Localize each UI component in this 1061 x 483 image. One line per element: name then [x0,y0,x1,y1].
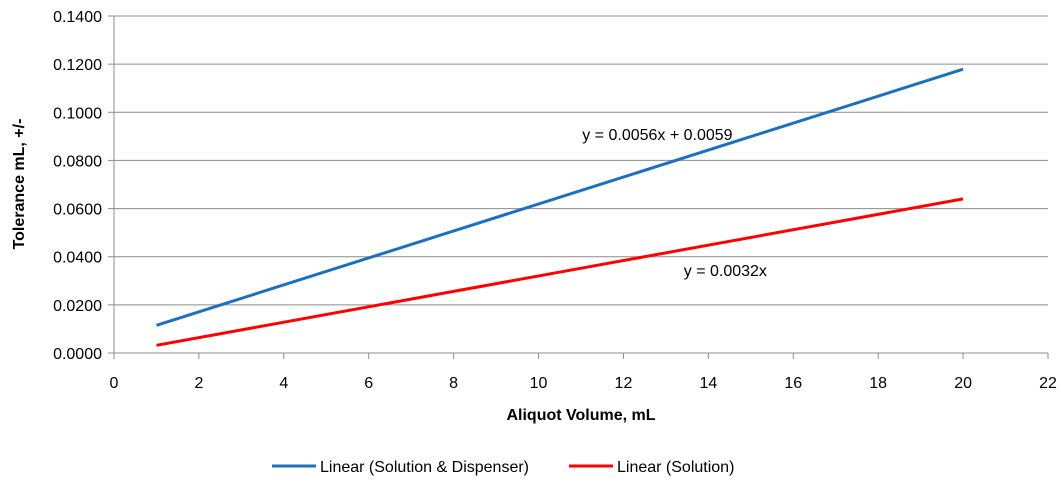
x-tick-label: 4 [279,375,288,392]
legend: Linear (Solution & Dispenser) Linear (Sol… [272,459,734,476]
legend-label-2: Linear (Solution) [617,459,734,476]
legend-label-1: Linear (Solution & Dispenser) [320,459,529,476]
x-tick-label: 22 [1039,375,1057,392]
trendline-equation-2: y = 0.0032x [684,263,767,280]
y-axis-title: Tolerance mL, +/- [11,119,28,250]
y-tick-label: 0.0200 [53,298,102,315]
x-tick-label: 20 [954,375,972,392]
x-tick-label: 10 [530,375,548,392]
x-tick-label: 16 [784,375,802,392]
y-tick-label: 0.0600 [53,202,102,219]
annotation-layer: y = 0.0056x + 0.0059 y = 0.0032x [582,127,767,280]
x-tick-label: 12 [615,375,633,392]
y-tick-label: 0.0000 [53,346,102,363]
x-tick-label: 2 [194,375,203,392]
y-tick-label: 0.1000 [53,105,102,122]
x-tick-label: 18 [869,375,887,392]
x-tick-label: 14 [699,375,717,392]
series-layer [156,67,964,347]
x-tick-label: 0 [110,375,119,392]
y-tick-label: 0.1400 [53,9,102,26]
y-tick-label: 0.0400 [53,250,102,267]
grid-layer [114,15,1048,306]
x-tick-label: 6 [364,375,373,392]
x-axis-title: Aliquot Volume, mL [506,407,655,424]
axis-layer: 0.0000 0.0200 0.0400 0.0600 0.0800 0.1000 0.12… [53,9,1057,392]
series-line-2 [156,197,964,347]
y-tick-label: 0.1200 [53,57,102,74]
series-line-1 [156,67,964,327]
x-tick-label: 8 [449,375,458,392]
trendline-equation-1: y = 0.0056x + 0.0059 [582,127,732,144]
y-tick-label: 0.0800 [53,153,102,170]
